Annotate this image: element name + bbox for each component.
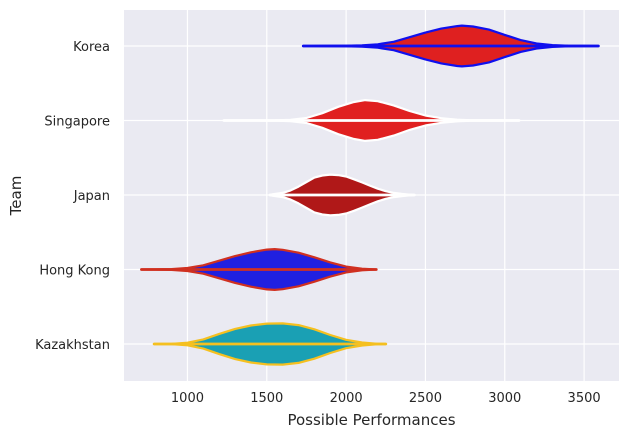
x-tick-label: 1000: [171, 391, 204, 406]
y-tick-label: Korea: [73, 40, 110, 55]
x-axis-label: Possible Performances: [287, 411, 455, 429]
y-tick-label: Japan: [73, 189, 110, 204]
x-tick-labels: 1000 1500 2000 2500 3000 3500: [171, 391, 601, 406]
y-tick-label: Kazakhstan: [35, 338, 110, 353]
violins: [140, 24, 600, 366]
y-tick-label: Hong Kong: [39, 264, 110, 279]
x-tick-label: 1500: [250, 391, 283, 406]
x-tick-label: 3500: [568, 391, 601, 406]
y-tick-label: Singapore: [44, 115, 110, 130]
x-tick-label: 3000: [488, 391, 521, 406]
x-tick-label: 2500: [409, 391, 442, 406]
x-tick-label: 2000: [330, 391, 363, 406]
y-axis-label: Team: [7, 176, 25, 217]
y-tick-labels: Korea Singapore Japan Hong Kong Kazakhstan: [35, 40, 110, 353]
